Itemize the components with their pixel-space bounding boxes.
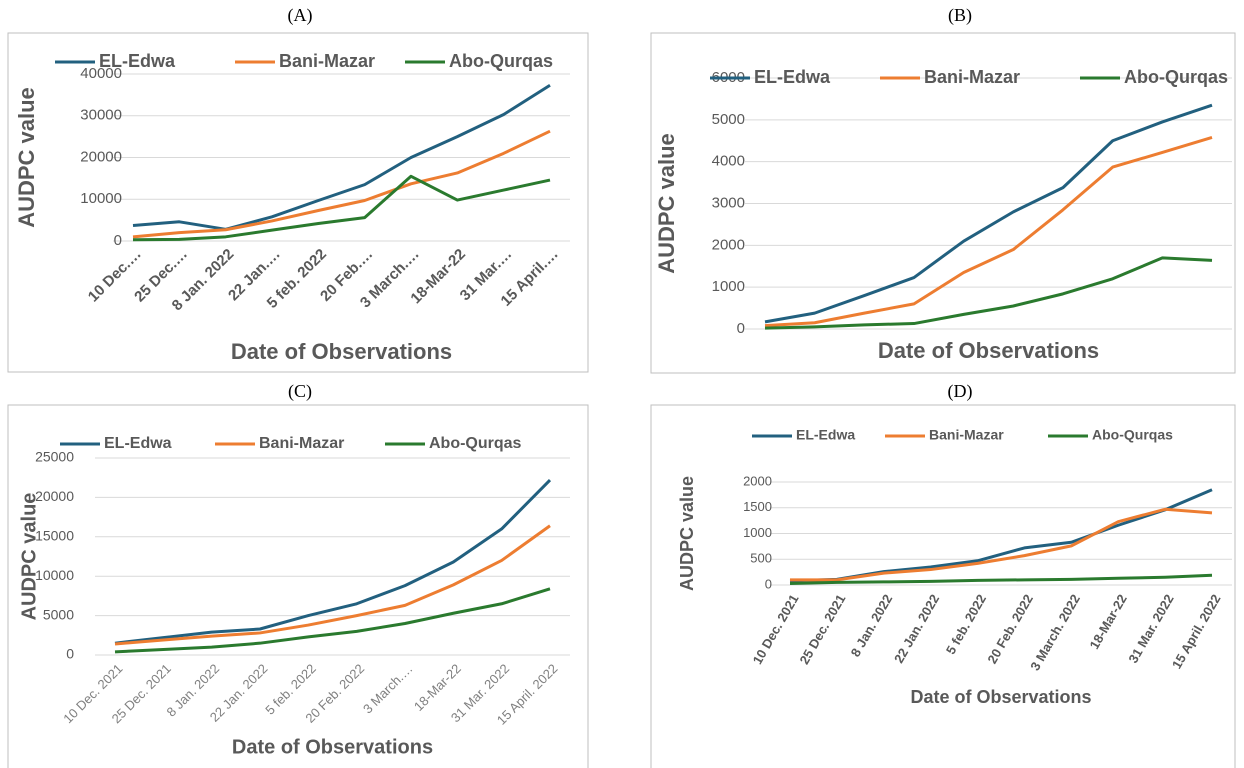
y-tick-label: 500 [750, 551, 772, 566]
x-tick-label: 15 April. 2022 [1169, 592, 1224, 672]
y-axis-title: AUDPC value [14, 87, 39, 228]
y-tick-label: 5000 [43, 606, 74, 622]
y-tick-label: 20000 [80, 148, 122, 165]
panel-border [650, 404, 1236, 768]
x-tick-label: 3 March. 2022 [1027, 592, 1083, 673]
series-line [114, 479, 552, 645]
series-line [114, 524, 551, 646]
y-axis-title: AUDPC value [677, 476, 697, 591]
legend-label: Abo-Qurqas [429, 435, 522, 452]
panel-label: (D) [948, 381, 973, 402]
y-tick-label: 3000 [712, 194, 745, 211]
legend-label: Bani-Mazar [929, 427, 1004, 443]
y-tick-label: 1000 [743, 525, 772, 540]
panel-border [7, 404, 589, 768]
x-axis-title: Date of Observations [231, 339, 452, 364]
legend-label: Bani-Mazar [279, 51, 375, 71]
x-tick-label: 3 March.… [360, 661, 416, 717]
panel-label: (A) [288, 5, 313, 26]
series-line [764, 135, 1213, 328]
x-tick-label: 10 Dec. 2021 [750, 592, 802, 667]
x-tick-label: 8 Jan. 2022 [848, 592, 896, 660]
y-tick-label: 20000 [35, 488, 74, 504]
y-tick-label: 25000 [35, 449, 74, 465]
series-line [114, 587, 551, 654]
panel-label: (B) [948, 5, 972, 26]
y-tick-label: 1000 [712, 278, 745, 295]
x-tick-label: 20 Feb. 2022 [984, 592, 1036, 666]
y-tick-label: 0 [737, 320, 745, 337]
y-tick-label: 15000 [35, 528, 74, 544]
x-tick-label: 22 Jan. 2022 [891, 592, 942, 666]
y-tick-label: 10000 [35, 567, 74, 583]
panel-border [7, 32, 589, 373]
series-line [132, 84, 551, 231]
y-tick-label: 0 [114, 232, 122, 249]
x-tick-label: 31 Mar. 2022 [1125, 592, 1176, 666]
y-tick-label: 4000 [712, 153, 745, 170]
panel-label: (C) [288, 381, 312, 402]
series-line [789, 573, 1213, 585]
y-tick-label: 0 [765, 576, 772, 591]
legend-label: EL-Edwa [99, 51, 176, 71]
y-tick-label: 5000 [712, 111, 745, 128]
series-line [790, 507, 1213, 582]
x-axis-title: Date of Observations [910, 687, 1091, 707]
y-tick-label: 30000 [80, 107, 122, 124]
legend-label: Bani-Mazar [259, 435, 344, 452]
x-tick-label: 18-Mar-22 [1086, 592, 1129, 652]
y-tick-label: 0 [66, 646, 74, 662]
y-tick-label: 2000 [712, 236, 745, 253]
series-line [789, 488, 1213, 583]
legend-label: EL-Edwa [754, 67, 831, 87]
legend-label: Bani-Mazar [924, 67, 1020, 87]
y-axis-title: AUDPC value [654, 133, 679, 274]
x-tick-label: 5 feb. 2022 [943, 592, 989, 657]
x-axis-title: Date of Observations [878, 338, 1099, 363]
y-tick-label: 1500 [743, 499, 772, 514]
panel-border [650, 32, 1236, 374]
legend-label: Abo-Qurqas [449, 51, 553, 71]
legend-label: EL-Edwa [104, 435, 172, 452]
legend-label: Abo-Qurqas [1124, 67, 1228, 87]
legend-label: EL-Edwa [796, 427, 855, 443]
y-axis-title: AUDPC value [18, 493, 40, 621]
x-tick-label: 25 Dec. 2021 [796, 592, 848, 667]
y-tick-label: 2000 [743, 473, 772, 488]
series-line [132, 129, 551, 239]
y-tick-label: 40000 [80, 65, 122, 82]
series-line [132, 174, 551, 242]
series-line [764, 103, 1213, 324]
legend-label: Abo-Qurqas [1092, 427, 1173, 443]
y-tick-label: 10000 [80, 190, 122, 207]
x-axis-title: Date of Observations [232, 736, 433, 758]
series-line [764, 256, 1213, 330]
